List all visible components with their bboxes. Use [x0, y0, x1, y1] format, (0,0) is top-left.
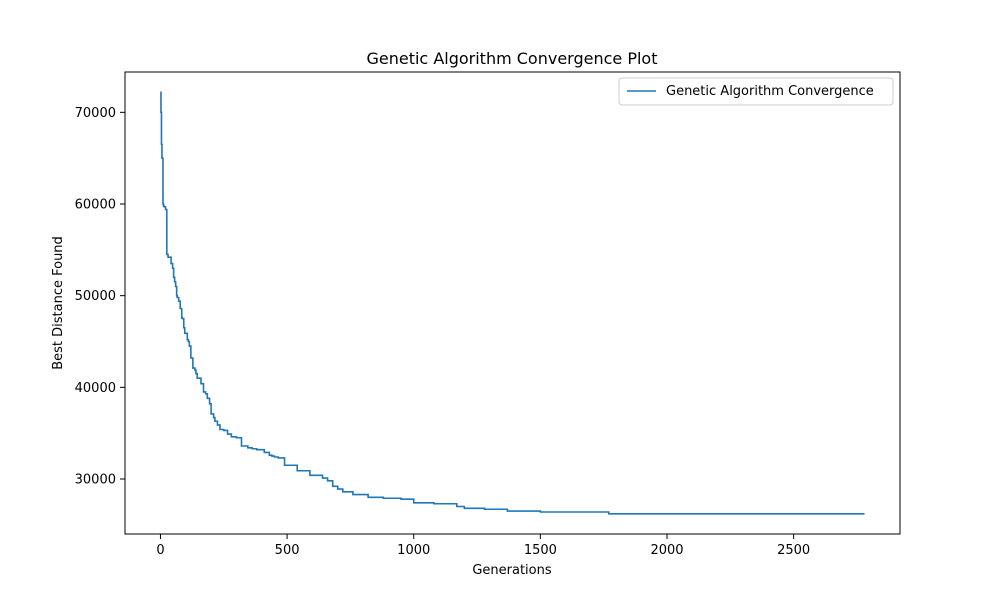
x-tick-label: 1000 — [397, 543, 430, 558]
x-axis-ticks: 0 500 1000 1500 2000 2500 — [156, 534, 810, 558]
legend: Genetic Algorithm Convergence — [618, 77, 894, 106]
y-tick-label: 40000 — [75, 381, 116, 396]
x-tick-label: 1500 — [524, 543, 557, 558]
legend-label: Genetic Algorithm Convergence — [666, 84, 874, 99]
x-axis-label: Generations — [472, 563, 552, 578]
plot-frame — [124, 71, 901, 535]
y-axis-label: Best Distance Found — [51, 236, 66, 370]
series-line-genetic-algorithm-convergence — [160, 91, 865, 515]
plot-area — [125, 72, 900, 534]
x-tick-label: 0 — [156, 543, 164, 558]
x-tick-label: 500 — [275, 543, 300, 558]
legend-box — [618, 77, 894, 106]
chart-title: Genetic Algorithm Convergence Plot — [366, 49, 657, 68]
y-tick-label: 30000 — [75, 473, 116, 488]
x-tick-label: 2000 — [650, 543, 683, 558]
y-tick-label: 50000 — [75, 289, 116, 304]
x-tick-label: 2500 — [777, 543, 810, 558]
y-tick-label: 70000 — [75, 106, 116, 121]
y-axis-ticks: 30000 40000 50000 60000 70000 — [75, 106, 125, 488]
y-tick-label: 60000 — [75, 198, 116, 213]
